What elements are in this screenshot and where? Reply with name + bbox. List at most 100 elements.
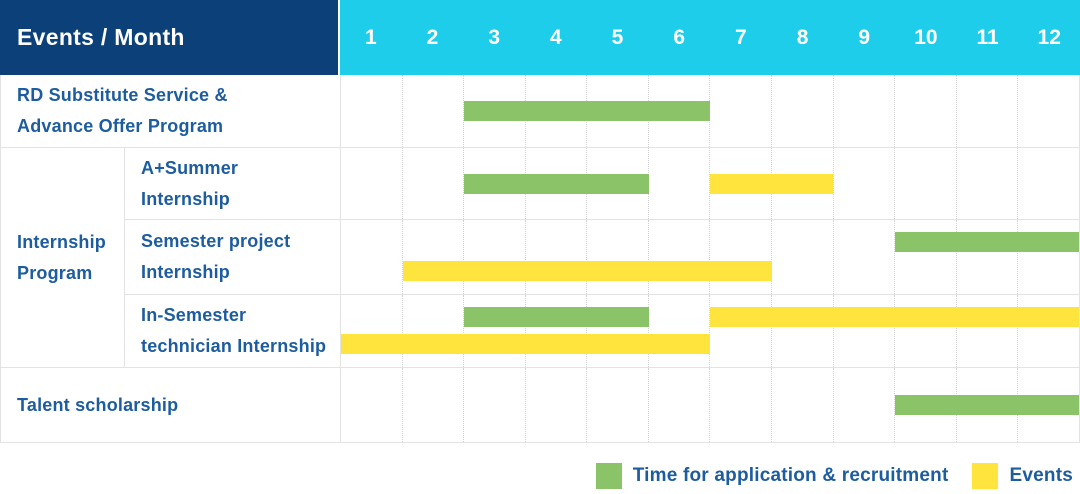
grid-cell bbox=[647, 368, 710, 442]
label-line: Program bbox=[17, 262, 93, 283]
grid-cell bbox=[1017, 295, 1079, 367]
month-label: 3 bbox=[488, 25, 501, 49]
month-label: 12 bbox=[1037, 25, 1061, 49]
grid-cell bbox=[894, 75, 956, 147]
legend-item-events: Events bbox=[972, 462, 1073, 489]
label-line: Internship bbox=[141, 262, 231, 282]
bar-green bbox=[894, 232, 1079, 252]
legend-green-label: Time for application & recruitment bbox=[632, 464, 949, 486]
month-label: 2 bbox=[426, 25, 439, 49]
row-semester-project: Semester project Internship bbox=[125, 220, 1079, 295]
grid-cell bbox=[401, 148, 464, 219]
grid-cell bbox=[709, 148, 771, 219]
events-month-header-cell: Events / Month bbox=[0, 0, 340, 75]
grid-cell bbox=[463, 148, 525, 219]
chart-body: RD Substitute Service & Advance Offer Pro… bbox=[0, 75, 1080, 443]
label-line: technician Internship bbox=[141, 336, 327, 356]
grid-cell bbox=[647, 148, 710, 219]
label-line: Semester project bbox=[141, 231, 291, 251]
row-in-semester-technician: In-Semester technician Internship bbox=[125, 295, 1079, 367]
grid-cell bbox=[341, 75, 402, 147]
month-label: 7 bbox=[735, 25, 747, 49]
bar-yellow bbox=[341, 334, 710, 354]
grid-cell bbox=[955, 75, 1018, 147]
month-label: 9 bbox=[858, 25, 871, 49]
legend-yellow-label: Events bbox=[1009, 464, 1073, 486]
grid-cell bbox=[647, 295, 710, 367]
grid-cell bbox=[401, 295, 464, 367]
row-grid-a-plus-summer bbox=[340, 148, 1079, 219]
month-label: 8 bbox=[796, 25, 809, 49]
grid-cell bbox=[463, 295, 525, 367]
legend-yellow-swatch bbox=[972, 462, 999, 489]
grid-cell bbox=[771, 220, 833, 294]
grid-cell bbox=[463, 75, 525, 147]
row-label-rd-substitute: RD Substitute Service & Advance Offer Pro… bbox=[1, 75, 340, 147]
legend: Time for application & recruitment Event… bbox=[595, 462, 1073, 489]
label-line: Talent scholarship bbox=[17, 394, 179, 415]
row-group-internship-program: Internship Program A+Summer Internship Sem… bbox=[1, 148, 1079, 368]
grid-cell bbox=[401, 220, 464, 294]
header-row: Events / Month 1 2 3 4 5 6 7 8 9 10 11 12 bbox=[0, 0, 1080, 75]
grid-cell bbox=[955, 220, 1018, 294]
label-line: In-Semester bbox=[141, 305, 247, 325]
grid-cell bbox=[463, 220, 525, 294]
grid-cell bbox=[1017, 148, 1079, 219]
grid-cell bbox=[771, 368, 833, 442]
grid-cell bbox=[341, 220, 402, 294]
events-month-header-label: Events / Month bbox=[17, 24, 185, 50]
legend-green-swatch bbox=[595, 462, 622, 489]
month-label: 1 bbox=[364, 25, 377, 49]
grid-cell bbox=[1017, 75, 1079, 147]
month-label: 11 bbox=[976, 25, 999, 49]
grid-cell bbox=[832, 295, 895, 367]
grid-cell bbox=[832, 148, 895, 219]
grid-cell bbox=[586, 295, 648, 367]
grid-cell bbox=[586, 220, 648, 294]
row-grid-semester-project bbox=[340, 220, 1079, 294]
row-talent-scholarship: Talent scholarship bbox=[1, 368, 1079, 443]
grid-cell bbox=[771, 75, 833, 147]
label-line: Internship bbox=[17, 231, 107, 252]
month-label: 6 bbox=[673, 25, 686, 49]
label-line: Internship bbox=[141, 188, 231, 209]
grid-cell bbox=[894, 148, 956, 219]
grid-cell bbox=[341, 368, 402, 442]
month-label: 4 bbox=[550, 25, 562, 49]
grid-cell bbox=[709, 220, 771, 294]
bar-yellow bbox=[710, 173, 833, 194]
grid-cell bbox=[341, 295, 402, 367]
bar-green bbox=[464, 307, 649, 327]
grid-cell bbox=[401, 75, 464, 147]
month-header-row: 1 2 3 4 5 6 7 8 9 10 11 12 bbox=[340, 0, 1080, 75]
grid-cell bbox=[709, 368, 771, 442]
month-label: 5 bbox=[611, 25, 624, 49]
bar-yellow bbox=[710, 307, 1079, 327]
grid-cell bbox=[955, 148, 1018, 219]
label-line: Advance Offer Program bbox=[17, 116, 224, 136]
grid-cell bbox=[771, 295, 833, 367]
grid-cell bbox=[341, 148, 402, 219]
row-grid-in-semester-technician bbox=[340, 295, 1079, 367]
month-label: 10 bbox=[914, 25, 938, 49]
grid-cell bbox=[524, 368, 587, 442]
row-rd-substitute: RD Substitute Service & Advance Offer Pro… bbox=[1, 75, 1079, 148]
grid-cell bbox=[463, 368, 525, 442]
bar-yellow bbox=[402, 261, 772, 281]
label-line: RD Substitute Service & bbox=[17, 85, 228, 105]
legend-item-application-recruitment: Time for application & recruitment bbox=[595, 462, 949, 489]
internship-sub-rows: A+Summer Internship Semester project Inter… bbox=[125, 148, 1079, 367]
grid-cell bbox=[709, 295, 771, 367]
grid-cell bbox=[832, 220, 895, 294]
row-label-semester-project: Semester project Internship bbox=[125, 220, 340, 294]
grid-cell bbox=[832, 75, 895, 147]
bar-green bbox=[464, 173, 649, 194]
grid-cell bbox=[524, 295, 587, 367]
grid-cell bbox=[524, 220, 587, 294]
grid-cell bbox=[894, 220, 956, 294]
row-grid-talent-scholarship bbox=[340, 368, 1079, 442]
row-grid-rd-substitute bbox=[340, 75, 1079, 147]
grid-cell bbox=[832, 368, 895, 442]
row-label-a-plus-summer: A+Summer Internship bbox=[125, 148, 340, 219]
